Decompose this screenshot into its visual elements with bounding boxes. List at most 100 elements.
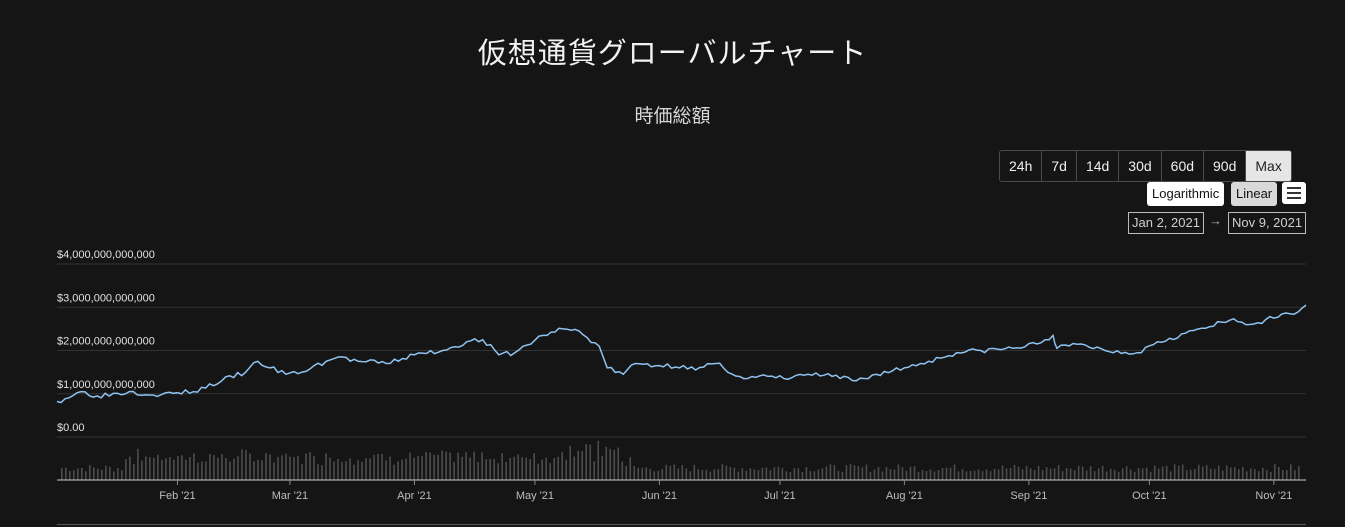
volume-bar bbox=[349, 458, 351, 480]
volume-bar bbox=[453, 461, 455, 480]
volume-bar bbox=[1173, 464, 1176, 480]
volume-bar bbox=[233, 458, 235, 480]
volume-bar bbox=[837, 470, 840, 480]
volume-bar bbox=[377, 453, 379, 480]
volume-bar bbox=[697, 469, 700, 480]
volume-bar bbox=[969, 470, 972, 480]
volume-bar bbox=[225, 458, 227, 480]
volume-bar bbox=[673, 464, 676, 480]
volume-bar bbox=[1261, 467, 1264, 480]
volume-bar bbox=[897, 464, 900, 480]
volume-bar bbox=[365, 458, 367, 480]
volume-bar bbox=[489, 458, 491, 480]
volume-bar bbox=[857, 465, 860, 480]
volume-bar bbox=[861, 467, 864, 480]
volume-bar bbox=[141, 460, 143, 480]
range-button-14d[interactable]: 14d bbox=[1076, 151, 1120, 181]
volume-bar bbox=[157, 454, 159, 480]
volume-bar bbox=[269, 454, 271, 480]
range-button-30d[interactable]: 30d bbox=[1119, 151, 1162, 181]
volume-bar bbox=[953, 464, 956, 480]
volume-bar bbox=[637, 467, 640, 480]
volume-bar bbox=[105, 465, 107, 480]
volume-bar bbox=[261, 460, 263, 480]
volume-bar bbox=[173, 459, 175, 480]
volume-bar bbox=[1289, 464, 1292, 480]
volume-bar bbox=[589, 444, 592, 480]
y-tick-label: $3,000,000,000,000 bbox=[57, 292, 155, 304]
volume-bar bbox=[797, 468, 800, 480]
volume-bar bbox=[1045, 467, 1048, 480]
arrow-right-icon: → bbox=[1209, 213, 1222, 228]
volume-bar bbox=[1133, 471, 1136, 480]
hamburger-menu-icon[interactable] bbox=[1282, 182, 1306, 204]
range-button-max[interactable]: Max bbox=[1246, 151, 1291, 181]
volume-bar bbox=[465, 452, 467, 480]
volume-bar bbox=[1041, 469, 1044, 480]
range-button-24h[interactable]: 24h bbox=[1000, 151, 1043, 181]
volume-bar bbox=[1181, 464, 1184, 480]
volume-bar bbox=[921, 470, 924, 480]
volume-bar bbox=[1245, 471, 1248, 480]
x-tick-label: Oct '21 bbox=[1132, 490, 1167, 502]
volume-bar bbox=[1137, 468, 1140, 480]
chart-subtitle: 時価総額 bbox=[634, 105, 711, 127]
volume-bar bbox=[1097, 468, 1100, 480]
volume-bar bbox=[989, 471, 992, 480]
volume-bar bbox=[1029, 468, 1032, 480]
y-tick-label: $1,000,000,000,000 bbox=[57, 379, 155, 391]
volume-bar bbox=[597, 440, 600, 480]
volume-bar bbox=[1241, 466, 1244, 480]
volume-bar bbox=[633, 466, 636, 480]
volume-bar bbox=[1125, 466, 1128, 480]
volume-bar bbox=[745, 470, 748, 480]
volume-bar bbox=[965, 471, 968, 480]
volume-bar bbox=[977, 469, 980, 480]
volume-bar bbox=[729, 467, 732, 480]
volume-bar bbox=[849, 464, 852, 480]
volume-bar bbox=[1141, 468, 1144, 480]
date-to-input[interactable]: Nov 9, 2021 bbox=[1228, 212, 1307, 234]
volume-bar bbox=[1081, 466, 1084, 480]
volume-bar bbox=[193, 453, 195, 480]
volume-bar bbox=[721, 464, 724, 480]
range-button-60d[interactable]: 60d bbox=[1161, 151, 1205, 181]
y-tick-label: $0.00 bbox=[57, 422, 85, 434]
volume-bar bbox=[153, 457, 155, 480]
volume-bar bbox=[313, 455, 315, 480]
volume-bar bbox=[1053, 468, 1056, 480]
volume-bar bbox=[877, 467, 880, 480]
volume-bar bbox=[305, 453, 307, 480]
volume-bar bbox=[549, 463, 551, 480]
volume-bar bbox=[1297, 466, 1300, 480]
date-from-input[interactable]: Jan 2, 2021 bbox=[1128, 212, 1204, 234]
x-tick-label: Aug '21 bbox=[886, 490, 923, 502]
volume-bar bbox=[569, 445, 572, 480]
volume-bar bbox=[253, 461, 255, 480]
x-tick-label: Sep '21 bbox=[1010, 490, 1047, 502]
linear-scale-button[interactable]: Linear bbox=[1231, 182, 1278, 206]
volume-bar bbox=[653, 471, 656, 480]
x-tick-label: Feb '21 bbox=[159, 490, 195, 502]
volume-bar bbox=[389, 456, 391, 480]
range-button-7d[interactable]: 7d bbox=[1042, 151, 1077, 181]
volume-bar bbox=[197, 462, 199, 480]
volume-bar bbox=[505, 461, 507, 480]
volume-bar bbox=[1121, 468, 1124, 480]
volume-bar bbox=[165, 458, 167, 480]
volume-bar bbox=[309, 452, 311, 480]
volume-bar bbox=[1105, 471, 1108, 480]
time-range-selector: 24h 7d 14d 30d 60d 90d Max bbox=[999, 150, 1292, 182]
volume-bar bbox=[85, 471, 87, 480]
volume-bar bbox=[537, 463, 539, 480]
volume-bar bbox=[889, 469, 892, 480]
volume-bar bbox=[1069, 468, 1072, 480]
volume-bar bbox=[1117, 471, 1120, 480]
volume-bar bbox=[1169, 471, 1172, 480]
range-button-90d[interactable]: 90d bbox=[1204, 151, 1247, 181]
logarithmic-scale-button[interactable]: Logarithmic bbox=[1147, 182, 1225, 206]
volume-bar bbox=[641, 467, 644, 480]
volume-bar bbox=[1285, 470, 1288, 480]
volume-bar bbox=[353, 464, 355, 480]
volume-bar bbox=[149, 457, 151, 480]
